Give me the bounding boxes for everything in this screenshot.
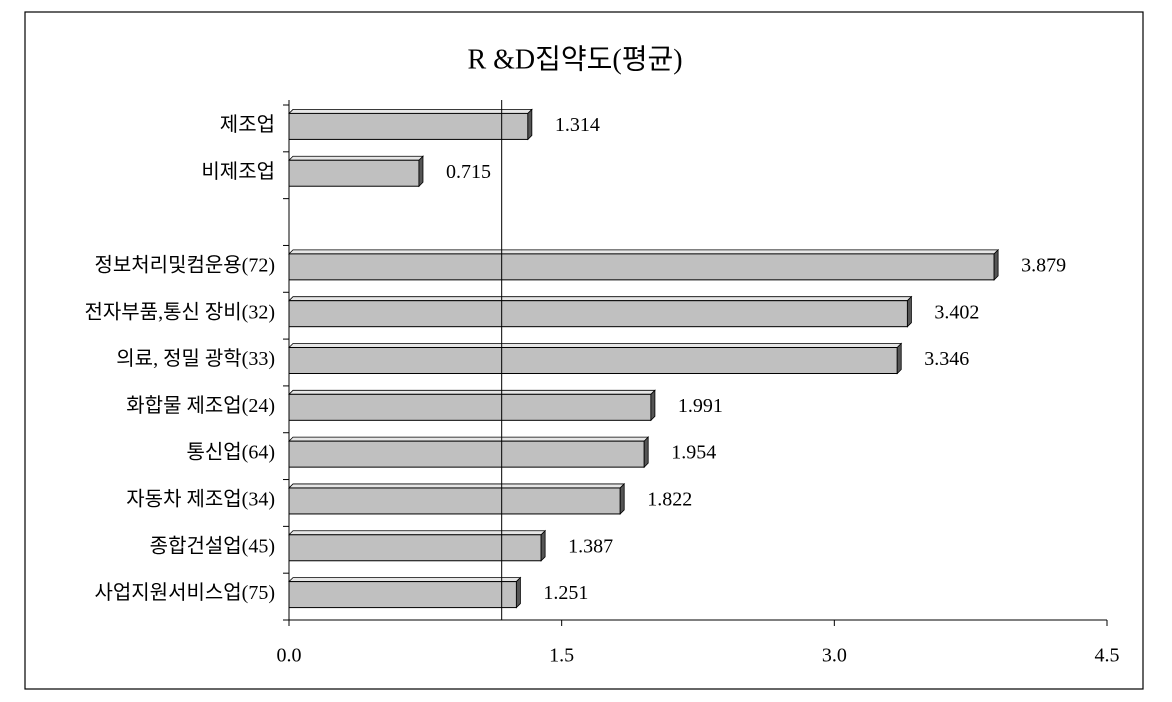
bar-top <box>288 530 547 536</box>
bar-top <box>288 436 650 442</box>
x-tick-label: 1.5 <box>549 645 574 667</box>
value-label: 3.346 <box>924 348 969 370</box>
bar <box>288 159 420 187</box>
bar <box>288 393 652 421</box>
bar-side <box>650 389 656 422</box>
bar-top <box>288 343 903 348</box>
y-tick-label: 전자부품,통신 장비(32) <box>84 300 275 323</box>
y-tick-label: 통신업(64) <box>186 441 275 464</box>
bar-side <box>907 295 912 328</box>
bar-top <box>288 155 424 161</box>
bar-side <box>896 342 902 375</box>
bar <box>288 300 908 328</box>
value-label: 1.991 <box>678 395 723 417</box>
value-label: 0.715 <box>446 161 491 183</box>
chart-frame <box>24 11 1144 690</box>
bar <box>288 112 529 140</box>
bar-top <box>288 577 522 582</box>
y-tick-label: 제조업 <box>220 113 275 136</box>
bar <box>288 440 645 468</box>
y-tick-label: 자동차 제조업(34) <box>126 488 275 511</box>
bar-side <box>619 482 625 515</box>
bar-side <box>516 576 521 609</box>
y-tick-label: 정보처리및컴운용(72) <box>94 253 275 276</box>
bar <box>288 487 621 515</box>
value-label: 3.402 <box>934 301 979 323</box>
bar-side <box>540 529 546 562</box>
bar-side <box>643 436 649 469</box>
y-tick-label: 의료, 정밀 광학(33) <box>116 347 275 370</box>
chart-title: R &D집약도(평균) <box>467 43 682 75</box>
bar-top <box>288 296 913 302</box>
bar <box>288 534 542 562</box>
y-tick-label: 화합물 제조업(24) <box>126 394 275 417</box>
bar-top <box>288 483 626 489</box>
value-label: 1.251 <box>543 582 588 604</box>
value-label: 1.314 <box>555 114 600 136</box>
bar-side <box>418 155 424 188</box>
value-label: 1.387 <box>568 535 613 557</box>
bar-top <box>288 109 533 114</box>
value-label: 3.879 <box>1021 254 1066 276</box>
bar <box>288 253 995 281</box>
value-label: 1.822 <box>647 489 692 511</box>
y-tick-label: 종합건설업(45) <box>150 534 275 557</box>
bar <box>288 581 517 609</box>
x-tick-label: 3.0 <box>822 645 847 667</box>
bar-top <box>288 389 656 395</box>
value-label: 1.954 <box>671 442 716 464</box>
x-tick-label: 0.0 <box>277 645 302 667</box>
bar-top <box>288 249 1000 255</box>
bar-side <box>527 108 533 141</box>
x-tick-label: 4.5 <box>1095 645 1120 667</box>
y-tick-label: 비제조업 <box>201 160 275 183</box>
bar-side <box>993 248 999 281</box>
bar <box>288 347 898 374</box>
y-tick-label: 사업지원서비스업(75) <box>94 581 275 604</box>
